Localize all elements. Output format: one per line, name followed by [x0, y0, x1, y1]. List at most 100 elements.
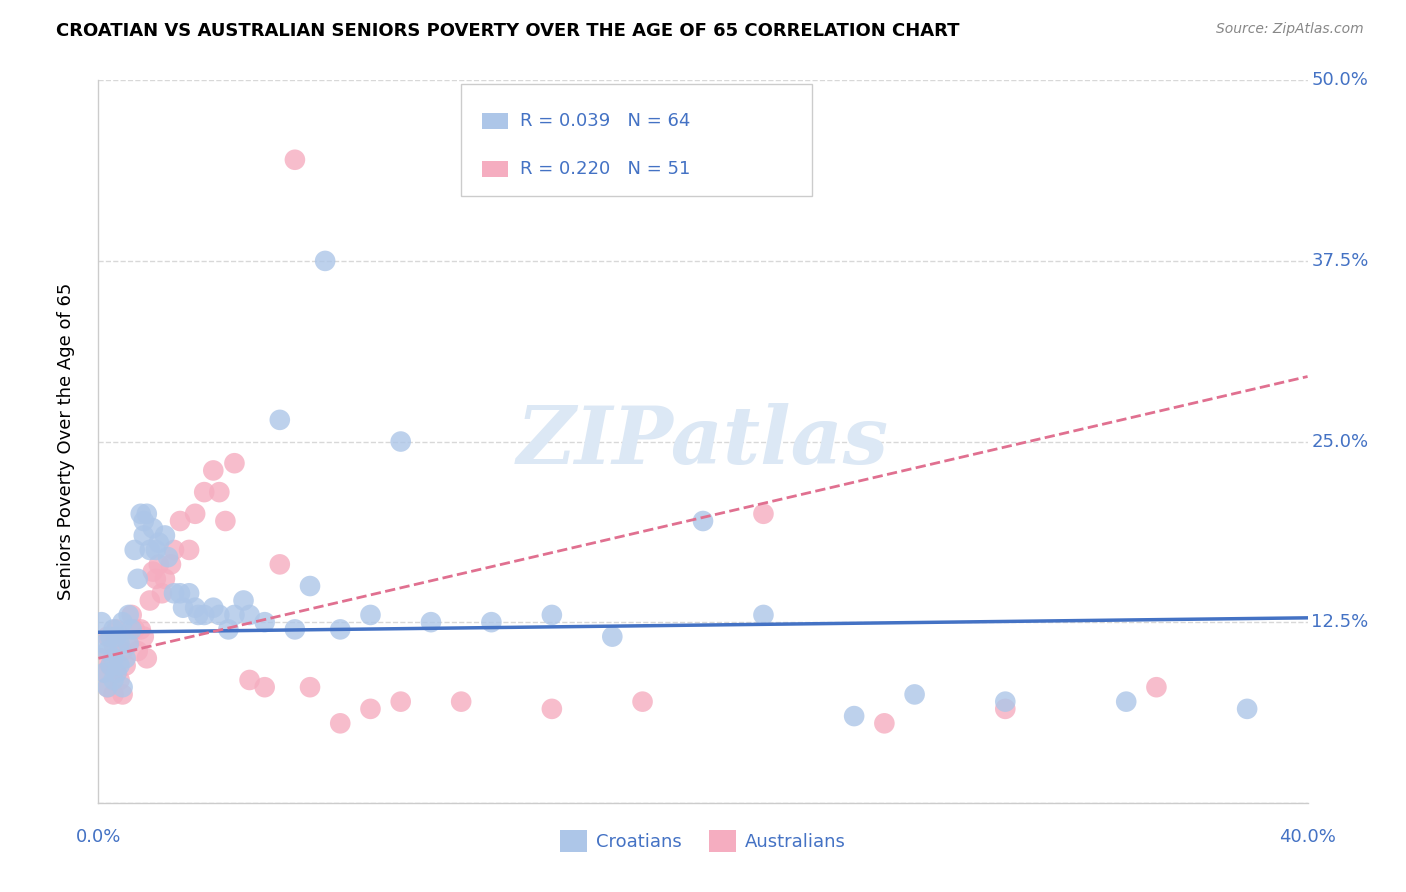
Point [145, 572, 167, 586]
Point [299, 680, 322, 694]
Point [163, 586, 186, 600]
Point [93, 637, 115, 651]
Point [111, 615, 134, 630]
Point [217, 623, 239, 637]
Point [118, 637, 141, 651]
Point [90, 651, 112, 665]
Point [127, 644, 149, 658]
Point [179, 542, 201, 557]
Point [139, 542, 162, 557]
Text: 25.0%: 25.0% [1312, 433, 1368, 450]
Point [156, 550, 179, 565]
Point [994, 702, 1017, 716]
Point [127, 572, 149, 586]
Point [105, 665, 128, 680]
Point [179, 586, 201, 600]
Point [129, 507, 152, 521]
Point [602, 630, 624, 644]
Text: 12.5%: 12.5% [1312, 613, 1368, 632]
Point [132, 528, 155, 542]
Point [284, 623, 307, 637]
Point [121, 607, 143, 622]
Point [389, 434, 412, 449]
Point [108, 637, 131, 651]
Point [124, 542, 146, 557]
Text: R = 0.039   N = 64: R = 0.039 N = 64 [520, 112, 690, 130]
Point [145, 542, 167, 557]
Point [193, 485, 215, 500]
Point [96, 644, 118, 658]
Point [239, 607, 262, 622]
Point [121, 623, 143, 637]
Point [96, 680, 118, 694]
Text: Source: ZipAtlas.com: Source: ZipAtlas.com [1216, 22, 1364, 37]
Point [187, 607, 209, 622]
Point [389, 695, 412, 709]
Point [1144, 680, 1167, 694]
Point [752, 507, 775, 521]
Point [96, 630, 118, 644]
Point [153, 572, 176, 586]
Point [202, 463, 225, 477]
Point [105, 630, 128, 644]
Point [153, 528, 176, 542]
Point [269, 558, 291, 572]
Point [105, 665, 128, 680]
Point [360, 607, 382, 622]
Point [103, 673, 125, 687]
FancyBboxPatch shape [482, 161, 509, 178]
Point [111, 687, 134, 701]
Point [105, 623, 128, 637]
Point [253, 680, 276, 694]
Point [129, 623, 152, 637]
Point [208, 485, 231, 500]
Text: CROATIAN VS AUSTRALIAN SENIORS POVERTY OVER THE AGE OF 65 CORRELATION CHART: CROATIAN VS AUSTRALIAN SENIORS POVERTY O… [56, 22, 960, 40]
Point [93, 665, 115, 680]
Point [540, 702, 562, 716]
Point [111, 644, 134, 658]
Point [100, 658, 122, 673]
Point [224, 607, 246, 622]
Point [160, 558, 183, 572]
Point [481, 615, 503, 630]
Point [142, 521, 165, 535]
Point [904, 687, 927, 701]
Point [360, 702, 382, 716]
Point [96, 680, 118, 694]
Point [184, 507, 207, 521]
Point [873, 716, 896, 731]
Point [172, 600, 194, 615]
Point [100, 658, 122, 673]
Text: 0.0%: 0.0% [76, 828, 121, 847]
Point [103, 687, 125, 701]
Point [450, 695, 472, 709]
Point [994, 695, 1017, 709]
Point [420, 615, 443, 630]
Point [148, 535, 170, 549]
Point [214, 514, 236, 528]
Point [111, 680, 134, 694]
Point [148, 558, 170, 572]
Text: R = 0.220   N = 51: R = 0.220 N = 51 [520, 161, 690, 178]
Point [103, 651, 125, 665]
Point [269, 413, 291, 427]
Text: 40.0%: 40.0% [1279, 828, 1336, 847]
Point [124, 623, 146, 637]
Point [329, 716, 352, 731]
Point [90, 615, 112, 630]
Point [224, 456, 246, 470]
Point [329, 623, 352, 637]
Point [540, 607, 562, 622]
Point [169, 586, 191, 600]
Point [132, 630, 155, 644]
FancyBboxPatch shape [482, 113, 509, 129]
Point [208, 607, 231, 622]
Point [163, 542, 186, 557]
Point [103, 623, 125, 637]
Point [184, 600, 207, 615]
Point [193, 607, 215, 622]
Point [232, 593, 254, 607]
Point [108, 673, 131, 687]
Point [142, 565, 165, 579]
Point [239, 673, 262, 687]
